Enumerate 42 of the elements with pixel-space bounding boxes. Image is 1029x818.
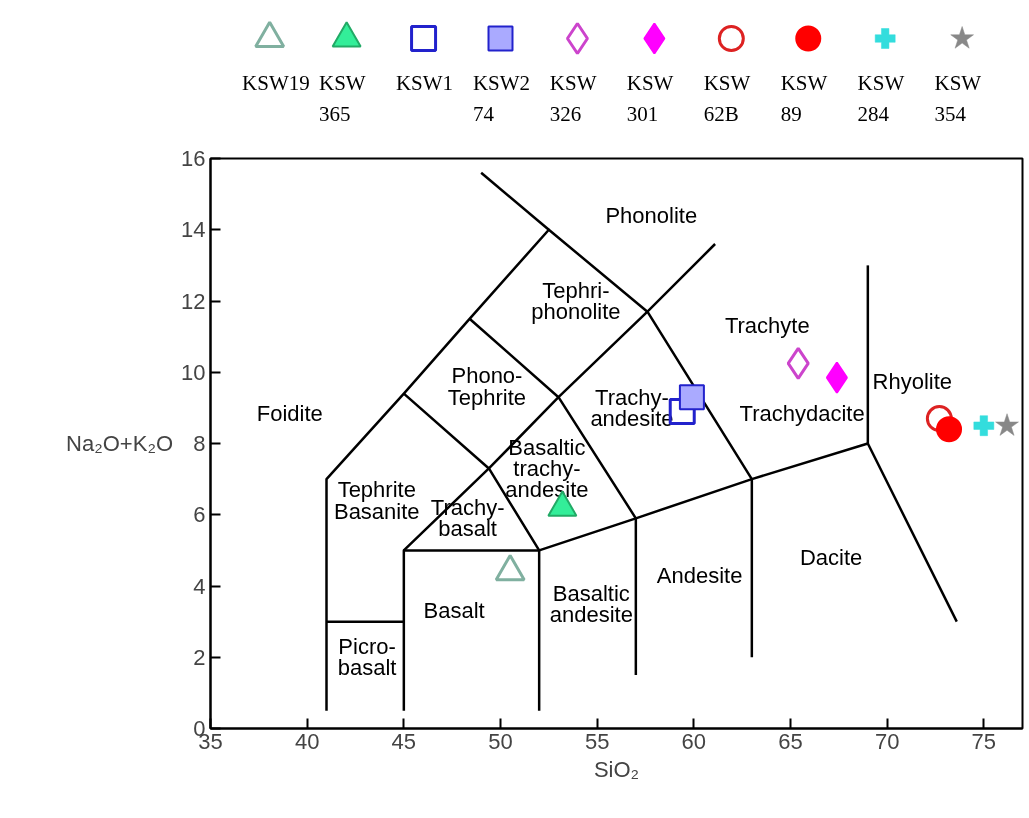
- y-tick-label: 6: [193, 502, 206, 528]
- annotation: Foidite: [256, 400, 323, 426]
- legend-label: KSW 284: [857, 70, 905, 126]
- annotation: Basaltic andesite: [549, 580, 633, 627]
- annotation: Picro- basalt: [337, 634, 397, 681]
- annotation: Rhyolite: [872, 368, 953, 394]
- annotation: Phonolite: [605, 203, 698, 228]
- legend-label: KSW 301: [626, 70, 674, 126]
- y-tick-label: 12: [181, 288, 206, 314]
- legend-label: KSW 354: [934, 70, 982, 126]
- annotation: Tephrite Basanite: [333, 477, 420, 524]
- x-tick-label: 60: [681, 728, 707, 754]
- y-tick-label: 10: [181, 359, 206, 385]
- annotation: Dacite: [799, 545, 863, 570]
- legend-label: KSW1: [395, 70, 454, 95]
- annotation: Basaltic trachy- andesite: [505, 434, 589, 503]
- annotation: Trachyte: [724, 313, 810, 339]
- y-tick-label: 8: [193, 431, 206, 456]
- annotation: Trachydacite: [739, 400, 865, 426]
- legend-label: KSW 326: [549, 70, 597, 126]
- x-tick-label: 55: [584, 728, 610, 754]
- x-tick-label: 70: [874, 728, 900, 754]
- x-tick-label: 65: [778, 728, 803, 754]
- annotation: Basalt: [423, 598, 485, 624]
- annotation: Phono- Tephrite: [447, 363, 527, 410]
- legend-label: KSW 89: [780, 70, 828, 126]
- legend-label: KSW 62B: [703, 70, 751, 126]
- x-tick-label: 75: [971, 728, 997, 754]
- y-tick-label: 14: [181, 217, 206, 243]
- legend-label: KSW2 74: [472, 70, 531, 126]
- y-tick-label: 16: [181, 146, 206, 171]
- x-axis-title: SiO₂: [593, 756, 640, 782]
- legend-label: KSW19: [242, 70, 310, 95]
- x-tick-label: 50: [488, 728, 513, 754]
- legend-label: KSW 365: [319, 70, 366, 126]
- y-tick-label: 4: [193, 573, 206, 599]
- annotation: Andesite: [656, 562, 743, 588]
- x-tick-label: 40: [294, 728, 320, 754]
- annotation: Tephri- phonolite: [531, 277, 621, 325]
- y-axis-title: Na₂O+K₂O: [66, 431, 174, 456]
- y-tick-label: 2: [193, 644, 206, 670]
- x-tick-label: 45: [391, 728, 417, 754]
